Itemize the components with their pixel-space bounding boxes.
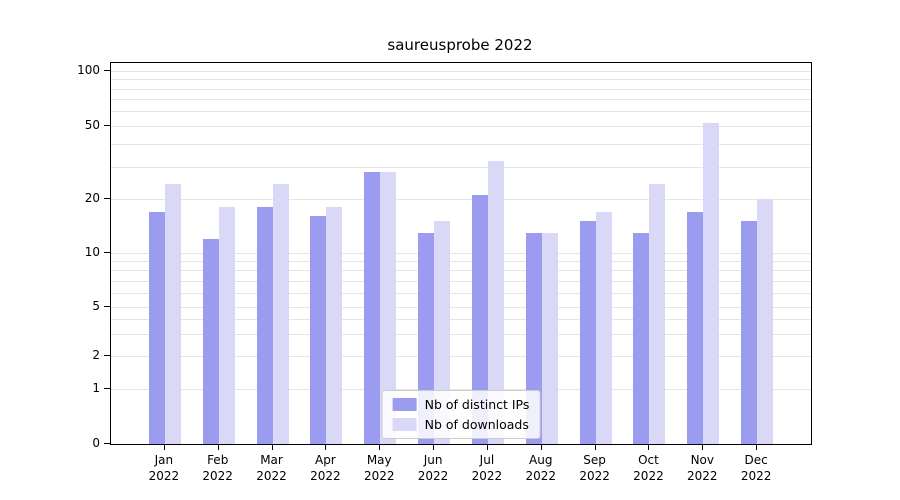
x-tick-label-dec: Dec 2022 <box>740 453 772 483</box>
x-tick-label-jul: Jul 2022 <box>471 453 503 483</box>
bar-downloads-may <box>380 172 397 444</box>
bar-distinct-ips-apr <box>310 216 327 444</box>
gridline <box>111 318 811 320</box>
gridline <box>111 166 811 168</box>
x-tick-mark <box>540 444 542 450</box>
x-tick-mark <box>271 444 273 450</box>
gridline <box>111 71 811 72</box>
x-tick-label-jun: Jun 2022 <box>417 453 449 483</box>
bar-downloads-jun <box>434 221 451 444</box>
x-tick-mark <box>379 444 381 450</box>
bar-downloads-jan <box>164 184 181 444</box>
gridline <box>111 79 811 81</box>
legend-item-distinct-ips: Nb of distinct IPs <box>392 397 530 412</box>
legend-swatch-distinct-ips <box>392 398 417 411</box>
bar-downloads-nov <box>703 122 720 444</box>
y-tick-mark <box>104 388 110 390</box>
x-tick-mark <box>486 444 488 450</box>
gridline <box>111 306 811 308</box>
gridline <box>111 143 811 145</box>
y-tick-mark <box>104 443 110 444</box>
x-tick-mark <box>217 444 219 450</box>
gridline <box>111 334 811 336</box>
bar-downloads-dec <box>757 199 774 444</box>
gridline <box>111 88 811 90</box>
y-tick-label: 20 <box>84 191 100 206</box>
bar-downloads-jul <box>487 161 504 444</box>
gridline <box>111 111 811 113</box>
y-tick-mark <box>104 198 110 200</box>
y-tick-mark <box>104 70 110 71</box>
y-tick-label: 5 <box>92 298 100 313</box>
x-tick-label-aug: Aug 2022 <box>525 453 557 483</box>
y-tick-mark <box>104 124 110 126</box>
gridline <box>111 270 811 272</box>
bar-distinct-ips-jul <box>471 195 488 444</box>
y-tick-label: 2 <box>92 347 100 362</box>
y-tick-mark <box>104 252 110 254</box>
chart-title: saureusprobe 2022 <box>387 36 533 54</box>
x-tick-mark <box>648 444 650 450</box>
gridline <box>111 292 811 294</box>
bar-distinct-ips-feb <box>202 238 219 444</box>
x-tick-label-jan: Jan 2022 <box>148 453 180 483</box>
bar-distinct-ips-dec <box>741 221 758 444</box>
bar-downloads-apr <box>326 207 343 444</box>
bar-downloads-feb <box>218 207 235 444</box>
gridline <box>111 253 811 255</box>
gridline <box>111 355 811 357</box>
legend-swatch-downloads <box>392 418 417 431</box>
bar-distinct-ips-nov <box>687 211 704 444</box>
bar-downloads-mar <box>272 184 289 444</box>
bar-distinct-ips-jan <box>148 211 165 444</box>
bar-distinct-ips-sep <box>579 221 596 444</box>
x-tick-mark <box>163 444 165 450</box>
bar-downloads-oct <box>649 184 666 444</box>
x-tick-label-may: May 2022 <box>363 453 395 483</box>
y-tick-mark <box>104 354 110 356</box>
y-tick-label: 100 <box>77 63 100 77</box>
y-tick-label: 1 <box>92 381 100 396</box>
bar-downloads-aug <box>541 232 558 444</box>
gridline <box>111 280 811 282</box>
x-tick-mark <box>756 444 758 450</box>
x-tick-mark <box>702 444 704 450</box>
x-tick-label-feb: Feb 2022 <box>202 453 233 483</box>
x-tick-label-nov: Nov 2022 <box>687 453 718 483</box>
x-tick-label-oct: Oct 2022 <box>633 453 664 483</box>
bar-distinct-ips-may <box>364 172 381 444</box>
gridline <box>111 99 811 101</box>
x-tick-label-apr: Apr 2022 <box>310 453 341 483</box>
gridline <box>111 199 811 201</box>
bar-distinct-ips-mar <box>256 207 273 444</box>
legend: Nb of distinct IPs Nb of downloads <box>381 390 541 439</box>
x-tick-label-sep: Sep 2022 <box>579 453 610 483</box>
gridline <box>111 261 811 263</box>
x-tick-mark <box>325 444 327 450</box>
legend-label-distinct-ips: Nb of distinct IPs <box>424 397 530 412</box>
y-tick-label: 10 <box>84 245 100 260</box>
gridline <box>111 389 811 391</box>
y-tick-mark <box>104 305 110 307</box>
x-tick-mark <box>433 444 435 450</box>
x-tick-mark <box>594 444 596 450</box>
y-tick-label: 50 <box>84 117 100 132</box>
bar-downloads-sep <box>595 211 612 444</box>
legend-label-downloads: Nb of downloads <box>424 417 529 432</box>
gridline <box>111 125 811 127</box>
x-tick-label-mar: Mar 2022 <box>256 453 287 483</box>
plot-area: Nb of distinct IPs Nb of downloads <box>110 62 812 445</box>
legend-item-downloads: Nb of downloads <box>392 417 530 432</box>
bar-distinct-ips-oct <box>633 232 650 444</box>
y-tick-label: 0 <box>92 436 100 450</box>
